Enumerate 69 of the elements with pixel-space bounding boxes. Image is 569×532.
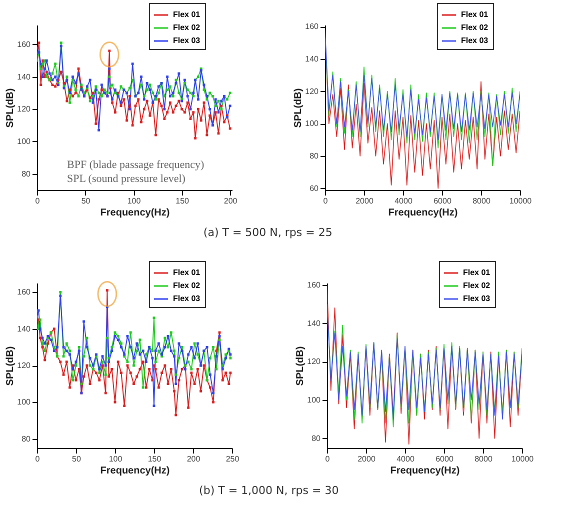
y-tick-label: 160 bbox=[17, 288, 32, 297]
x-tick-label: 8000 bbox=[474, 454, 493, 464]
y-tick-label: 100 bbox=[307, 396, 322, 405]
x-tick-label: 0 bbox=[325, 454, 330, 464]
legend-label: Flex 03 bbox=[463, 294, 491, 303]
x-tick-label: 4000 bbox=[396, 454, 415, 464]
text: (a) T = 500 N, rps = 25 bbox=[203, 226, 332, 239]
y-tick-label: 140 bbox=[17, 324, 32, 334]
x-tick-label: 6000 bbox=[434, 196, 452, 206]
y-tick-label: 100 bbox=[305, 119, 320, 128]
legend-label: Flex 01 bbox=[173, 268, 201, 277]
x-tick-label: 0 bbox=[35, 454, 40, 464]
legend-label: Flex 03 bbox=[173, 294, 201, 303]
x-axis-title: Frequency(Hz) bbox=[100, 466, 170, 476]
x-tick-label: 100 bbox=[108, 454, 123, 464]
legend-label: Flex 03 bbox=[173, 36, 201, 45]
annotation: SPL (sound pressure level) bbox=[67, 173, 186, 185]
legend-label: Flex 02 bbox=[173, 23, 201, 32]
x-tick-label: 150 bbox=[148, 454, 162, 464]
x-tick-label: 8000 bbox=[472, 196, 491, 206]
legend-label: Flex 01 bbox=[461, 10, 489, 19]
x-axis-title: Frequency(Hz) bbox=[390, 466, 460, 476]
y-tick-label: 80 bbox=[312, 434, 322, 443]
y-tick-label: 80 bbox=[22, 434, 32, 444]
y-axis-title: SPL(dB) bbox=[5, 88, 16, 128]
x-tick-label: 50 bbox=[72, 454, 82, 464]
legend-label: Flex 02 bbox=[461, 23, 489, 32]
x-tick-label: 100 bbox=[127, 196, 142, 206]
y-tick-label: 80 bbox=[22, 169, 32, 178]
x-tick-label: 10000 bbox=[509, 196, 532, 206]
y-axis-title: SPL(dB) bbox=[5, 346, 16, 386]
x-tick-label: 4000 bbox=[394, 196, 413, 206]
line-series bbox=[325, 29, 520, 140]
x-axis-title: Frequency(Hz) bbox=[388, 208, 458, 218]
text: (b) T = 1,000 N, rps = 30 bbox=[199, 484, 339, 497]
legend-label: Flex 03 bbox=[461, 36, 489, 45]
y-axis-title: SPL(dB) bbox=[293, 88, 304, 128]
y-tick-label: 160 bbox=[307, 280, 322, 290]
y-tick-label: 140 bbox=[307, 318, 322, 328]
y-tick-label: 120 bbox=[307, 357, 322, 366]
y-tick-label: 140 bbox=[17, 72, 32, 82]
x-tick-label: 0 bbox=[323, 196, 328, 206]
y-tick-label: 120 bbox=[305, 86, 320, 96]
x-tick-label: 250 bbox=[226, 454, 240, 464]
legend-label: Flex 02 bbox=[463, 281, 491, 290]
legend-label: Flex 01 bbox=[463, 268, 491, 277]
x-tick-label: 200 bbox=[224, 196, 238, 206]
x-tick-label: 2000 bbox=[356, 196, 374, 206]
y-tick-label: 120 bbox=[17, 104, 32, 114]
x-tick-label: 200 bbox=[186, 454, 201, 464]
y-tick-label: 60 bbox=[310, 184, 320, 193]
y-tick-label: 80 bbox=[310, 152, 320, 161]
y-tick-label: 140 bbox=[305, 54, 320, 64]
x-tick-label: 2000 bbox=[358, 454, 376, 464]
legend-label: Flex 02 bbox=[173, 281, 201, 290]
x-tick-label: 0 bbox=[35, 196, 40, 206]
y-tick-label: 100 bbox=[17, 136, 32, 146]
y-tick-label: 120 bbox=[17, 361, 32, 370]
y-tick-label: 100 bbox=[17, 398, 32, 407]
y-tick-label: 160 bbox=[305, 22, 320, 32]
x-tick-label: 150 bbox=[176, 196, 190, 206]
x-tick-label: 50 bbox=[81, 196, 91, 206]
x-tick-label: 6000 bbox=[436, 454, 454, 464]
annotation: BPF (blade passage frequency) bbox=[67, 159, 204, 171]
y-tick-label: 160 bbox=[17, 40, 32, 49]
legend-label: Flex 01 bbox=[173, 10, 201, 19]
y-axis-title: SPL(dB) bbox=[295, 346, 306, 386]
x-axis-title: Frequency(Hz) bbox=[100, 208, 170, 218]
x-tick-label: 10000 bbox=[511, 454, 534, 464]
